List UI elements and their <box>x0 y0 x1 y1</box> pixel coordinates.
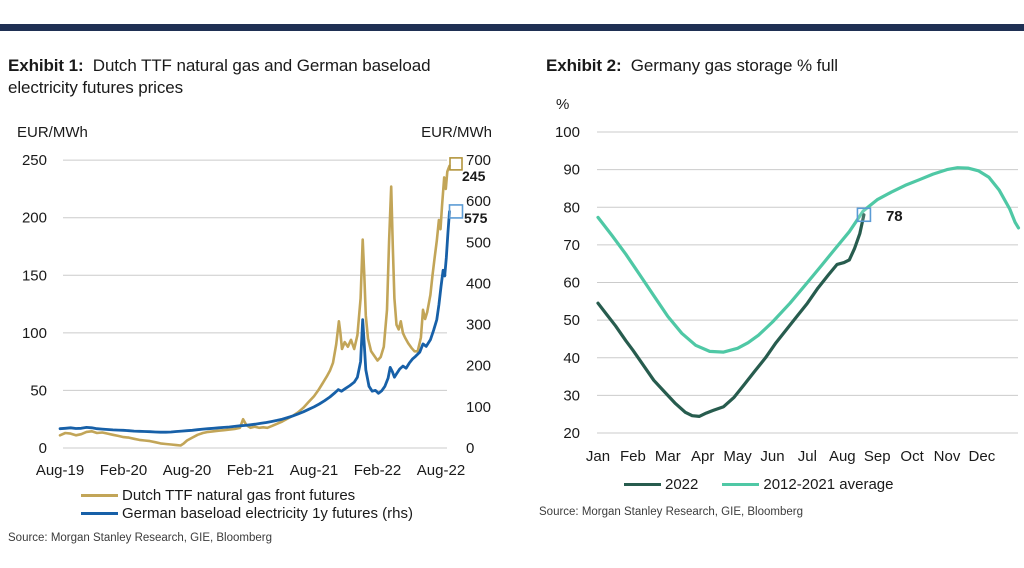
svg-text:Feb-21: Feb-21 <box>227 462 275 479</box>
legend-label-average: 2012-2021 average <box>763 475 894 493</box>
svg-text:Sep: Sep <box>864 448 891 465</box>
legend-item-average: 2012-2021 average <box>722 475 893 493</box>
legend-item-ttf: Dutch TTF natural gas front futures <box>81 486 413 504</box>
legend-item-baseload: German baseload electricity 1y futures (… <box>81 504 413 522</box>
svg-text:Jan: Jan <box>586 448 610 465</box>
svg-text:80: 80 <box>563 199 580 216</box>
exhibit2-title-text: Germany gas storage % full <box>630 56 838 75</box>
svg-text:0: 0 <box>466 440 474 457</box>
baseload-line-swatch <box>81 511 118 515</box>
legend-label-2022: 2022 <box>665 475 699 493</box>
exhibit2-title: Exhibit 2: Germany gas storage % full <box>546 55 1016 77</box>
svg-text:Mar: Mar <box>655 448 681 465</box>
exhibit1-source: Source: Morgan Stanley Research, GIE, Bl… <box>8 532 272 544</box>
legend-item-2022: 2022 <box>624 475 698 493</box>
svg-text:50: 50 <box>563 312 580 329</box>
svg-text:Nov: Nov <box>934 448 961 465</box>
svg-text:200: 200 <box>466 358 491 375</box>
svg-text:Aug: Aug <box>829 448 856 465</box>
exhibit1-title-line2: electricity futures prices <box>8 78 184 97</box>
svg-text:250: 250 <box>22 152 47 169</box>
svg-text:Jun: Jun <box>760 448 784 465</box>
svg-text:600: 600 <box>466 193 491 210</box>
svg-text:40: 40 <box>563 350 580 367</box>
svg-text:70: 70 <box>563 237 580 254</box>
exhibit2-source: Source: Morgan Stanley Research, GIE, Bl… <box>539 506 803 518</box>
exhibit1-left-axis-unit: EUR/MWh <box>17 124 88 141</box>
svg-text:Aug-19: Aug-19 <box>36 462 84 479</box>
header-rule <box>0 24 1024 31</box>
svg-text:100: 100 <box>555 124 580 141</box>
svg-text:150: 150 <box>22 267 47 284</box>
svg-text:300: 300 <box>466 317 491 334</box>
svg-text:May: May <box>723 448 752 465</box>
exhibit1-title: Exhibit 1: Dutch TTF natural gas and Ger… <box>8 55 494 99</box>
svg-text:Dec: Dec <box>969 448 996 465</box>
svg-text:Aug-20: Aug-20 <box>163 462 211 479</box>
svg-text:90: 90 <box>563 162 580 179</box>
svg-text:78: 78 <box>886 208 903 225</box>
svg-text:Feb-22: Feb-22 <box>354 462 402 479</box>
ttf-line-swatch <box>81 493 118 497</box>
svg-text:700: 700 <box>466 152 491 169</box>
svg-text:Aug-21: Aug-21 <box>290 462 338 479</box>
exhibit1-right-axis-unit: EUR/MWh <box>421 124 492 141</box>
svg-text:500: 500 <box>466 234 491 251</box>
exhibit1-label: Exhibit 1: <box>8 56 84 75</box>
svg-text:20: 20 <box>563 425 580 442</box>
exhibit1-title-line1: Dutch TTF natural gas and German baseloa… <box>92 56 431 75</box>
legend-label-ttf: Dutch TTF natural gas front futures <box>122 486 356 504</box>
svg-text:Apr: Apr <box>691 448 714 465</box>
svg-text:Oct: Oct <box>900 448 924 465</box>
svg-text:200: 200 <box>22 210 47 227</box>
svg-text:Aug-22: Aug-22 <box>417 462 465 479</box>
line-average-swatch <box>722 482 760 486</box>
svg-text:100: 100 <box>466 399 491 416</box>
svg-text:245: 245 <box>462 168 486 184</box>
svg-text:60: 60 <box>563 275 580 292</box>
svg-text:575: 575 <box>464 210 488 226</box>
svg-text:100: 100 <box>22 325 47 342</box>
exhibit1-legend: Dutch TTF natural gas front futures Germ… <box>81 486 413 522</box>
line-2022-swatch <box>624 482 661 486</box>
svg-text:0: 0 <box>39 440 47 457</box>
svg-text:400: 400 <box>466 275 491 292</box>
svg-text:30: 30 <box>563 387 580 404</box>
legend-label-baseload: German baseload electricity 1y futures (… <box>122 504 413 522</box>
exhibit2-label: Exhibit 2: <box>546 56 622 75</box>
svg-text:Feb-20: Feb-20 <box>100 462 148 479</box>
svg-text:50: 50 <box>30 382 47 399</box>
svg-text:Feb: Feb <box>620 448 646 465</box>
exhibit2-legend: 2022 2012-2021 average <box>624 475 917 493</box>
svg-text:Jul: Jul <box>798 448 817 465</box>
exhibit2-axis-unit: % <box>556 96 570 113</box>
